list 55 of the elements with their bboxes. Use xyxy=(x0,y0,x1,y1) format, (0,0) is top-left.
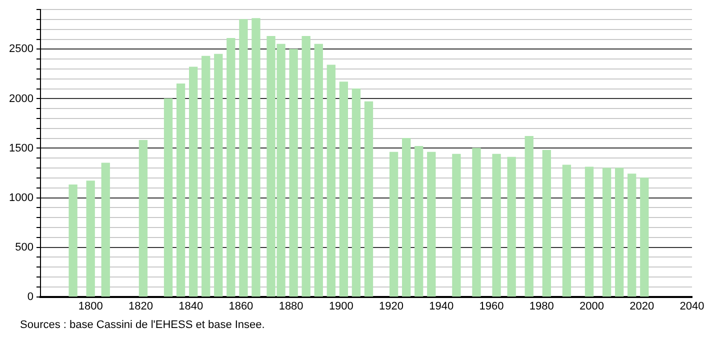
bar xyxy=(584,166,594,297)
x-tick-label: 1840 xyxy=(178,300,204,312)
bar xyxy=(86,180,95,297)
bar xyxy=(402,138,411,297)
x-tick-label: 1800 xyxy=(78,300,103,312)
bar xyxy=(289,48,298,297)
bar xyxy=(492,154,501,297)
bar xyxy=(615,168,624,297)
bar xyxy=(452,154,461,297)
y-tick-label: 1500 xyxy=(8,142,34,154)
x-tick-label: 1900 xyxy=(328,300,354,312)
bar xyxy=(214,54,223,297)
x-tick-label: 1880 xyxy=(278,300,304,312)
y-tick-label: 0 xyxy=(27,290,34,303)
y-tick-label: 2500 xyxy=(8,43,34,56)
x-tick-label: 1920 xyxy=(379,300,404,312)
bar xyxy=(640,178,649,297)
bar xyxy=(427,152,436,297)
bar xyxy=(202,56,210,297)
y-tick-label: 2000 xyxy=(8,92,34,105)
bar xyxy=(389,152,398,297)
bar xyxy=(364,101,374,297)
x-tick-label: 1940 xyxy=(429,300,454,312)
bar xyxy=(472,148,481,297)
bar xyxy=(339,82,348,297)
bar xyxy=(326,64,336,297)
x-tick-label: 2020 xyxy=(630,300,654,312)
bar xyxy=(562,164,572,297)
bar xyxy=(602,168,612,297)
bar xyxy=(239,19,248,297)
y-tick-label: 1000 xyxy=(8,192,34,204)
bar xyxy=(628,174,636,297)
x-tick-label: 2000 xyxy=(580,300,604,312)
bar xyxy=(352,88,361,297)
y-tick-label: 500 xyxy=(15,241,34,254)
bar xyxy=(189,66,198,297)
bar xyxy=(314,44,323,297)
bar xyxy=(164,98,173,297)
bar xyxy=(252,18,260,297)
source-note: Sources : base Cassini de l'EHESS et base Insee. xyxy=(20,319,265,331)
x-tick-label: 1960 xyxy=(479,300,504,312)
x-tick-label: 1860 xyxy=(228,300,254,312)
bar xyxy=(68,184,78,297)
bar xyxy=(302,36,310,297)
bar xyxy=(414,146,424,297)
bar xyxy=(101,162,110,297)
bar xyxy=(507,156,516,297)
bar xyxy=(176,84,186,297)
x-tick-label: 1820 xyxy=(128,300,153,312)
x-tick-label: 2040 xyxy=(680,300,704,312)
bar xyxy=(542,150,551,297)
bar xyxy=(138,140,148,297)
bar xyxy=(226,38,236,297)
x-tick-label: 1980 xyxy=(529,300,554,312)
bar xyxy=(524,136,534,297)
